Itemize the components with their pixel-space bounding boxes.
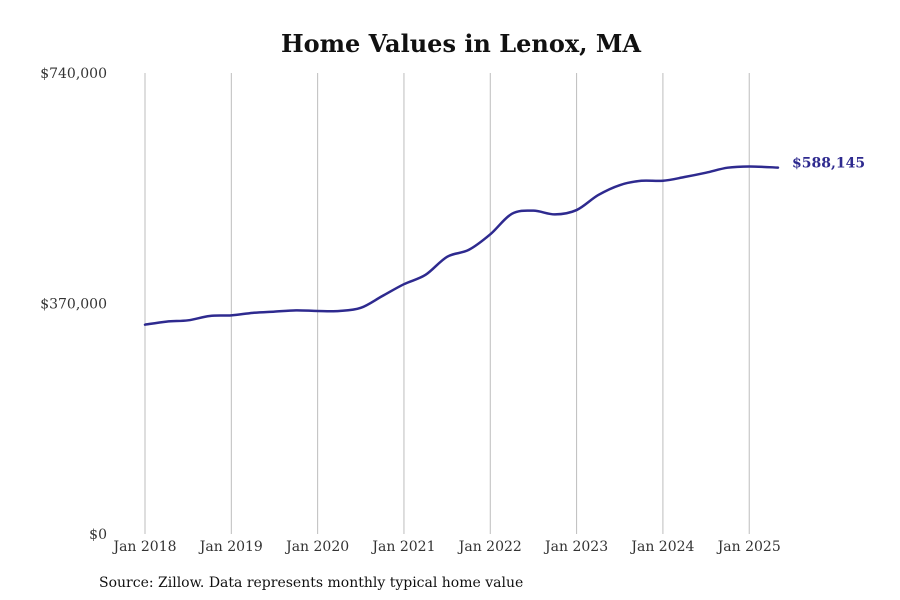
x-tick-label: Jan 2025 [716, 539, 781, 555]
x-tick-label: Jan 2020 [284, 539, 349, 555]
y-tick-label: $740,000 [40, 66, 107, 82]
y-tick-label: $370,000 [40, 297, 107, 313]
source-note: Source: Zillow. Data represents monthly … [99, 575, 523, 591]
y-axis-ticks: $0 $370,000 $740,000 [40, 66, 107, 543]
series-group: $588,145 [143, 156, 865, 326]
chart-title: Home Values in Lenox, MA [281, 29, 641, 58]
x-tick-label: Jan 2024 [629, 539, 694, 555]
x-tick-label: Jan 2023 [543, 539, 608, 555]
x-tick-label: Jan 2021 [370, 539, 435, 555]
y-tick-label: $0 [89, 527, 107, 543]
series-line [143, 165, 780, 326]
x-tick-label: Jan 2019 [198, 539, 263, 555]
x-gridlines [144, 73, 750, 534]
x-tick-label: Jan 2018 [111, 539, 176, 555]
x-tick-label: Jan 2022 [457, 539, 522, 555]
end-value-label: $588,145 [792, 156, 865, 172]
x-axis-ticks: Jan 2018 Jan 2019 Jan 2020 Jan 2021 Jan 2022… [111, 539, 780, 555]
